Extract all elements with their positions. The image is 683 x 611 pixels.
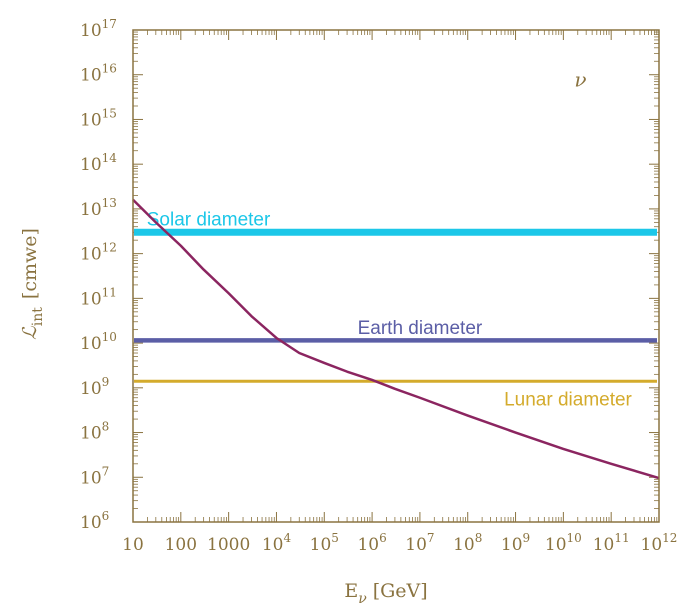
ticks-layer	[132, 29, 660, 523]
x-axis-label-units: [GeV]	[373, 580, 428, 602]
y-tick-label: 1013	[80, 196, 117, 220]
tick-labels-layer: 10 100 1000 104 105 106 107 108 109 1010 1011 1012 1…	[80, 17, 677, 555]
y-axis-label-units: [cmwe]	[19, 228, 41, 299]
x-tick-label: 104	[262, 531, 292, 555]
interaction-length-curve	[132, 198, 660, 480]
earth-diameter-label: Earth diameter	[358, 318, 483, 339]
y-tick-label: 106	[80, 509, 109, 533]
y-tick-label: 1017	[80, 17, 117, 41]
lunar-diameter-label: Lunar diameter	[504, 389, 632, 410]
plot-frame	[132, 29, 660, 523]
x-axis-label-symbol: E	[344, 580, 358, 602]
solar-diameter-label: Solar diameter	[147, 209, 271, 230]
x-tick-label: 10	[122, 535, 144, 555]
y-tick-label: 1011	[80, 285, 117, 309]
x-tick-label: 107	[405, 531, 434, 555]
y-axis-label-subscript: int	[30, 307, 46, 326]
reference-lines-layer: Solar diameter Earth diameter Lunar diamet…	[134, 209, 657, 410]
x-tick-label: 1010	[545, 531, 582, 555]
x-tick-label: 1012	[641, 531, 678, 555]
y-axis-label: ℒint [cmwe]	[19, 228, 46, 340]
y-tick-label: 1012	[80, 241, 117, 265]
x-tick-label: 105	[310, 531, 339, 555]
y-tick-label: 107	[80, 464, 109, 488]
x-axis-label-subscript: ν	[358, 591, 367, 607]
y-tick-label: 109	[80, 375, 109, 399]
x-tick-label: 109	[501, 531, 530, 555]
x-tick-label: 108	[453, 531, 482, 555]
y-tick-label: 1015	[80, 106, 117, 130]
y-tick-label: 1010	[80, 330, 117, 354]
x-axis-label: Eν [GeV]	[344, 580, 427, 607]
x-tick-label: 1000	[207, 535, 250, 555]
y-tick-label: 1016	[80, 62, 117, 86]
nu-annotation: ν	[574, 67, 586, 91]
y-tick-label: 108	[80, 420, 109, 444]
x-tick-label: 106	[357, 531, 386, 555]
x-tick-label: 100	[165, 535, 197, 555]
y-tick-label: 1014	[80, 151, 117, 175]
x-tick-label: 1011	[593, 531, 630, 555]
y-axis-label-symbol: ℒ	[19, 325, 41, 340]
